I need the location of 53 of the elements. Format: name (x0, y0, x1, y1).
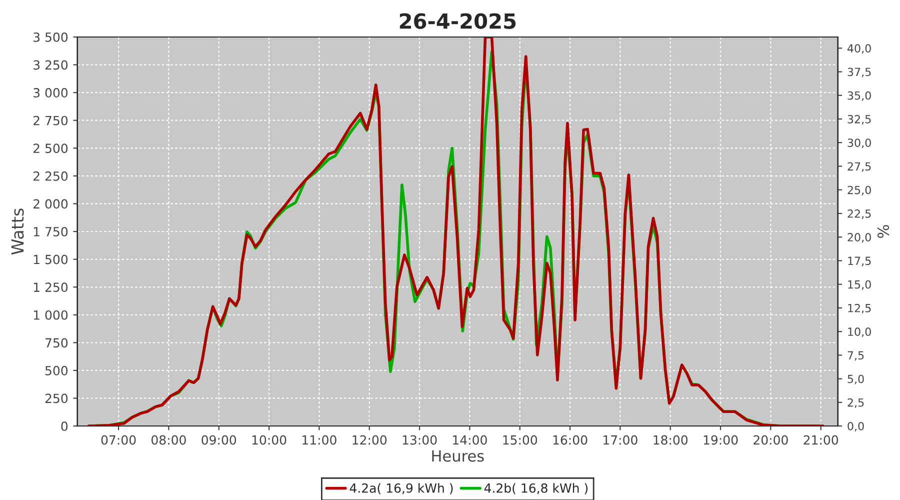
y2-tick-label: 15,0 (848, 280, 871, 290)
y2-tick-label: 25,0 (848, 186, 871, 196)
x-tick-label: 20:00 (754, 435, 788, 445)
legend-label: 4.2a( 16,9 kWh ) (350, 483, 453, 494)
y2-tick-label: 37,5 (848, 68, 871, 78)
x-tick-label: 14:00 (453, 435, 487, 445)
y2-tick-label: 30,0 (848, 138, 871, 148)
y2-tick-label: 35,0 (848, 91, 871, 101)
x-tick-label: 19:00 (704, 435, 738, 445)
y2-tick-label: 2,5 (848, 398, 864, 408)
y2-tick-label: 5,0 (848, 374, 864, 384)
x-tick-label: 11:00 (302, 435, 336, 445)
y2-tick-label: 12,5 (848, 304, 871, 314)
y2-tick-label: 17,5 (848, 256, 871, 266)
y-tick-label: 3 500 (34, 32, 68, 42)
x-tick-label: 09:00 (202, 435, 236, 445)
y-tick-label: 3 250 (34, 60, 68, 70)
x-tick-label: 13:00 (402, 435, 437, 445)
x-tick-label: 18:00 (654, 435, 688, 445)
x-tick-label: 10:00 (252, 435, 286, 445)
y2-tick-label: 27,5 (848, 162, 871, 172)
y2-tick-label: 20,0 (848, 233, 871, 243)
chart-title: 26-4-2025 (400, 13, 516, 29)
x-tick-label: 17:00 (604, 435, 638, 445)
y-tick-label: 2 250 (34, 171, 68, 181)
y-tick-label: 3 000 (34, 88, 68, 98)
legend-label: 4.2b( 16,8 kWh ) (484, 483, 588, 494)
y-tick-label: 750 (46, 338, 68, 348)
y2-tick-label: 40,0 (847, 44, 871, 54)
y-tick-label: 250 (45, 394, 68, 404)
y-tick-label: 1 500 (34, 254, 68, 264)
x-tick-label: 07:00 (101, 435, 136, 445)
x-tick-label: 15:00 (503, 435, 538, 445)
y2-tick-label: 32,5 (848, 114, 871, 125)
y-tick-label: 2 000 (34, 199, 68, 209)
y-tick-label: 2 750 (34, 116, 68, 126)
y2-tick-label: 7,5 (848, 351, 864, 361)
y-axis-title: Watts (11, 208, 24, 255)
x-axis-title: Heures (432, 450, 484, 462)
y2-tick-label: 0,0 (848, 422, 864, 432)
y-tick-label: 2 500 (34, 144, 68, 154)
y-tick-label: 500 (45, 366, 68, 376)
y2-tick-label: 22,5 (848, 209, 871, 219)
x-tick-label: 08:00 (152, 435, 186, 445)
y-tick-label: 1 250 (34, 282, 68, 292)
y2-tick-label: 10,0 (848, 328, 871, 338)
y-tick-label: 1 750 (34, 226, 68, 236)
x-tick-label: 16:00 (553, 435, 588, 445)
x-tick-label: 12:00 (352, 435, 387, 445)
y-tick-label: 1 000 (34, 310, 68, 320)
x-tick-label: 21:00 (804, 435, 838, 445)
y2-axis-title: % (877, 225, 890, 238)
y-tick-label: 0 (61, 421, 68, 431)
